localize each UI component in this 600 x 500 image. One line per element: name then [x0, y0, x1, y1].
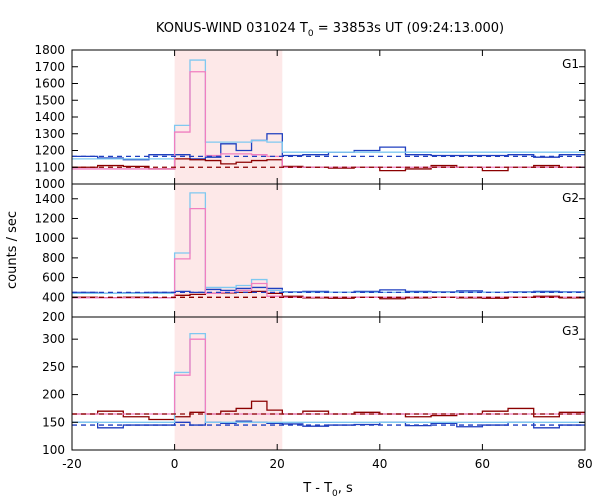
y-tick-label: 1000	[34, 177, 65, 191]
panel-G1: 1000 1100 1200 1300 1400 1500 1600 1700 1800 G1	[34, 43, 586, 191]
series-step-line	[72, 71, 585, 170]
panels-group: 100011001200130014001500160017001800G120…	[34, 43, 592, 471]
panel-G3: 100 150 200 250 300 -20 0 20 40 60 80 G3	[42, 316, 593, 471]
x-tick-label: 60	[475, 457, 490, 471]
y-tick-label: 1400	[34, 110, 65, 124]
x-tick-label: -20	[62, 457, 82, 471]
x-tick-label: 0	[171, 457, 179, 471]
x-tick-label: 80	[577, 457, 592, 471]
y-tick-label: 1200	[34, 211, 65, 225]
plot-frame	[71, 316, 586, 451]
y-tick-label: 200	[42, 310, 65, 324]
y-tick-label: 100	[42, 443, 65, 457]
x-axis-label: T - T0, s	[302, 481, 353, 499]
highlight-band	[174, 317, 283, 450]
y-tick-label: 600	[42, 271, 65, 285]
y-axis-label: counts / sec	[5, 211, 20, 289]
y-tick-label: 1800	[34, 43, 65, 57]
panel-label: G3	[562, 324, 579, 338]
y-tick-label: 1400	[34, 192, 65, 206]
series-step-line	[72, 400, 585, 421]
panel-label: G2	[562, 191, 579, 205]
y-tick-label: 200	[42, 388, 65, 402]
y-tick-label: 1100	[34, 160, 65, 174]
x-tick-label: 20	[270, 457, 285, 471]
panel-G2: 200 400 600 800 1000 1200 1400 G2	[34, 183, 586, 324]
series-step-line	[72, 207, 585, 299]
y-tick-label: 250	[42, 360, 65, 374]
series-step-line	[72, 192, 585, 295]
y-tick-label: 400	[42, 290, 65, 304]
y-tick-label: 150	[42, 415, 65, 429]
y-tick-label: 800	[42, 251, 65, 265]
series-step-line	[72, 420, 585, 429]
y-tick-label: 1600	[34, 77, 65, 91]
series-step-line	[72, 332, 585, 423]
series-step-line	[72, 338, 585, 415]
y-tick-label: 1000	[34, 231, 65, 245]
y-tick-label: 300	[42, 332, 65, 346]
x-tick-label: 40	[372, 457, 387, 471]
y-tick-label: 1500	[34, 93, 65, 107]
plot-frame	[71, 49, 586, 185]
panel-label: G1	[562, 57, 579, 71]
y-tick-label: 1700	[34, 60, 65, 74]
y-tick-label: 1200	[34, 144, 65, 158]
figure-title: KONUS-WIND 031024 T0 = 33853s UT (09:24:…	[156, 21, 504, 39]
y-tick-label: 1300	[34, 127, 65, 141]
series-step-line	[72, 59, 585, 160]
